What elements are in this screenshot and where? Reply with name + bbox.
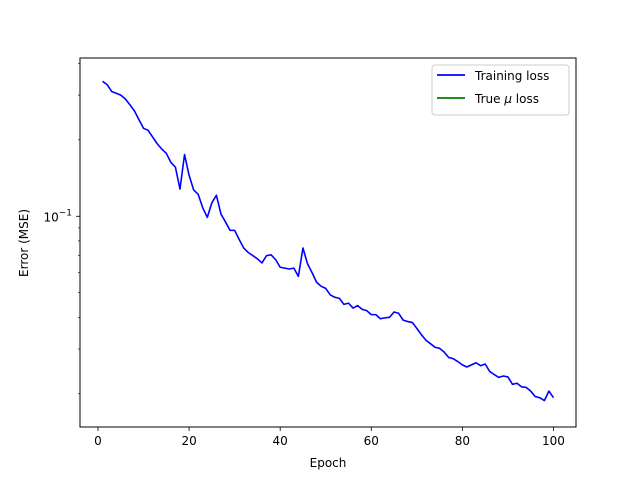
legend-box xyxy=(431,64,570,116)
x-tick-label: 0 xyxy=(94,434,102,448)
x-tick-label: 80 xyxy=(455,434,470,448)
x-tick-label: 100 xyxy=(542,434,565,448)
y-axis-label: Error (MSE) xyxy=(17,209,31,277)
y-tick-label: 10−1 xyxy=(43,208,72,224)
legend-label-training-loss: Training loss xyxy=(474,69,549,83)
x-tick-label: 60 xyxy=(364,434,379,448)
series-line-0 xyxy=(102,80,555,402)
x-tick-label: 40 xyxy=(273,434,288,448)
axes-background xyxy=(80,58,576,427)
legend: Training loss True μ loss xyxy=(431,64,570,116)
x-tick-label: 20 xyxy=(181,434,196,448)
plot-area xyxy=(102,80,555,402)
x-axis-ticks: 0 20 40 60 80 100 xyxy=(94,427,565,448)
legend-label-true-mu-loss: True μ loss xyxy=(474,92,539,106)
x-axis-label: Epoch xyxy=(310,456,347,470)
axes-frame xyxy=(79,57,577,428)
